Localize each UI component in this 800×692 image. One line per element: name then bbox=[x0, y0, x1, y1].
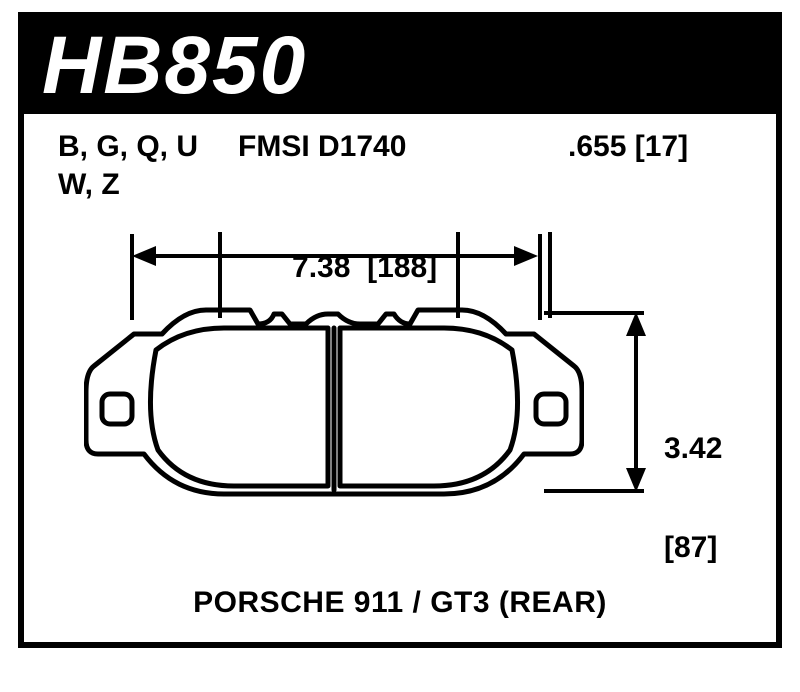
fmsi-cell: FMSI D1740 bbox=[238, 128, 438, 166]
compounds-line2: W, Z bbox=[58, 166, 208, 204]
width-mm: [188] bbox=[367, 251, 437, 284]
drawing-area: 7.38 [188] 3.42 [87] bbox=[24, 218, 776, 558]
spec-frame: HB850 B, G, Q, U W, Z FMSI D1740 .655 [1… bbox=[18, 12, 782, 648]
title-bar: HB850 bbox=[24, 18, 776, 114]
spec-row: B, G, Q, U W, Z FMSI D1740 .655 [17] bbox=[24, 128, 776, 218]
compounds-line1: B, G, Q, U bbox=[58, 128, 208, 166]
application-label: PORSCHE 911 / GT3 (REAR) bbox=[24, 586, 776, 620]
part-number: HB850 bbox=[42, 19, 307, 113]
compounds-cell: B, G, Q, U W, Z bbox=[58, 128, 208, 203]
height-mm: [87] bbox=[664, 531, 722, 564]
height-dimension bbox=[616, 312, 656, 492]
width-in: 7.38 bbox=[292, 251, 350, 284]
thickness-cell: .655 [17] bbox=[568, 128, 748, 166]
brake-pad-outline bbox=[84, 302, 584, 502]
height-in: 3.42 bbox=[664, 432, 722, 465]
